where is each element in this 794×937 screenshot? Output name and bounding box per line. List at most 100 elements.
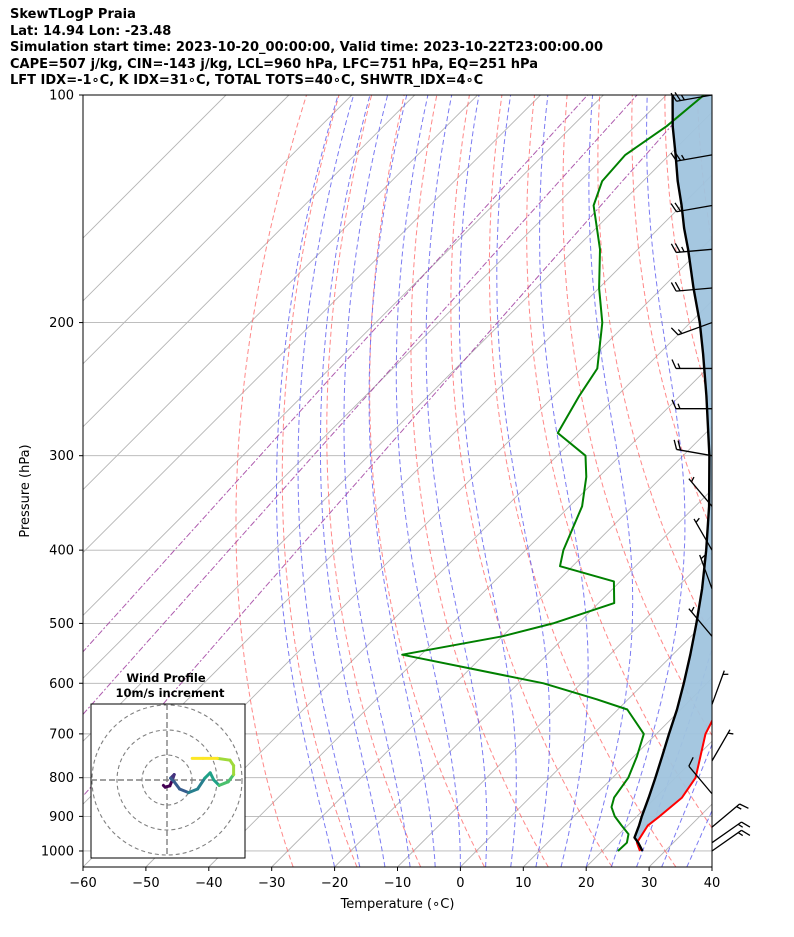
- barb-flag: [671, 359, 677, 369]
- dry-adiabat: [631, 95, 712, 532]
- dry-adiabat: [763, 95, 794, 867]
- barb-flag: [671, 399, 677, 409]
- wind-barb: [670, 202, 713, 213]
- mixing-ratio-line: [83, 95, 638, 716]
- barb-staff: [676, 204, 713, 213]
- dry-adiabat: [326, 95, 422, 867]
- y-tick-label: 200: [49, 316, 74, 331]
- wind-barb: [711, 670, 729, 705]
- x-tick-label: 10: [515, 876, 532, 891]
- wind-barb: [711, 803, 749, 828]
- y-tick-label: 500: [49, 617, 74, 632]
- parcel-line: [633, 95, 711, 852]
- moist-adiabat: [368, 95, 436, 867]
- barb-flag: [688, 757, 694, 767]
- barb-half-flag: [681, 246, 685, 253]
- barb-staff: [676, 248, 713, 254]
- barb-flag: [670, 327, 679, 336]
- moist-adiabat: [496, 95, 551, 867]
- wind-barb: [711, 729, 734, 762]
- moist-adiabat: [343, 95, 411, 867]
- y-tick-label: 900: [49, 810, 74, 825]
- wind-barb: [670, 281, 713, 292]
- barb-half-flag: [737, 823, 744, 828]
- wind-barb: [670, 151, 713, 162]
- x-tick-label: 20: [578, 876, 595, 891]
- moist-adiabat: [686, 809, 712, 867]
- moist-adiabat: [276, 95, 339, 867]
- wind-barb: [670, 243, 713, 254]
- barb-staff: [711, 670, 725, 705]
- wind-barb: [670, 92, 713, 102]
- dry-adiabat: [488, 95, 677, 867]
- y-axis-label: Pressure (hPa): [18, 444, 33, 537]
- barb-half-flag: [700, 554, 706, 560]
- barb-half-flag: [695, 517, 700, 523]
- x-tick-label: −60: [69, 876, 96, 891]
- x-tick-label: −40: [195, 876, 222, 891]
- barb-half-flag: [681, 154, 685, 161]
- isotherm-line: [208, 363, 712, 867]
- barb-flag: [673, 439, 678, 450]
- mixing-ratio-line: [83, 95, 700, 797]
- isotherm-line: [83, 95, 290, 302]
- wind-barb: [671, 399, 712, 410]
- barb-half-flag: [727, 732, 734, 735]
- dewpoint-line: [401, 95, 705, 852]
- hodograph-segment: [187, 787, 200, 795]
- x-tick-label: 0: [456, 876, 464, 891]
- moist-adiabat: [610, 95, 686, 867]
- simulation-time-text: Simulation start time: 2023-10-20_00:00:…: [10, 40, 603, 55]
- isotherm-line: [711, 866, 712, 867]
- barb-half-flag: [677, 329, 683, 334]
- barb-half-flag: [690, 606, 695, 613]
- x-tick-label: −10: [384, 876, 411, 891]
- moist-adiabat: [395, 95, 461, 867]
- barb-half-flag: [677, 363, 681, 369]
- moist-adiabat: [711, 865, 712, 867]
- barb-staff: [676, 154, 713, 162]
- barb-flag: [674, 243, 681, 253]
- isotherm-line: [83, 95, 227, 239]
- dry-adiabat: [235, 95, 307, 867]
- wind-barb: [699, 554, 713, 590]
- barb-staff: [688, 765, 713, 795]
- x-axis-label: Temperature (∘C): [340, 897, 455, 912]
- moist-adiabat: [319, 95, 386, 867]
- y-tick-label: 300: [49, 449, 74, 464]
- x-tick-label: 40: [704, 876, 721, 891]
- barb-staff: [677, 321, 713, 336]
- dry-adiabat: [562, 95, 712, 737]
- barb-staff: [711, 803, 740, 828]
- isotherm-line: [83, 95, 416, 428]
- barb-staff: [676, 94, 713, 102]
- barb-half-flag: [736, 806, 742, 810]
- isotherm-line: [145, 300, 712, 867]
- isotherm-line: [83, 95, 478, 491]
- barb-half-flag: [690, 476, 695, 483]
- moist-adiabat: [458, 95, 517, 867]
- barb-half-flag: [677, 403, 681, 409]
- barb-half-flag: [681, 94, 685, 101]
- dry-adiabat: [410, 95, 549, 867]
- barb-flag: [670, 243, 677, 253]
- moist-adiabat: [425, 95, 488, 867]
- barb-staff: [676, 448, 713, 457]
- wind-barb: [693, 517, 713, 551]
- y-tick-label: 600: [49, 677, 74, 692]
- moist-adiabat: [661, 743, 712, 867]
- indices-line-1: CAPE=507 j/kg, CIN=-143 j/kg, LCL=960 hP…: [10, 56, 538, 72]
- x-tick-label: −20: [321, 876, 348, 891]
- barb-flag: [674, 202, 682, 212]
- isotherm-line: [83, 111, 712, 742]
- barb-flag: [670, 282, 677, 292]
- wind-barb: [688, 757, 713, 795]
- isotherm-line: [271, 426, 712, 867]
- dry-adiabat: [597, 95, 712, 639]
- mixing-ratio-line: [83, 95, 588, 653]
- barb-flag: [741, 829, 751, 836]
- barb-staff: [699, 554, 713, 590]
- inset-title: Wind Profile: [126, 671, 206, 685]
- moist-adiabat: [297, 95, 361, 867]
